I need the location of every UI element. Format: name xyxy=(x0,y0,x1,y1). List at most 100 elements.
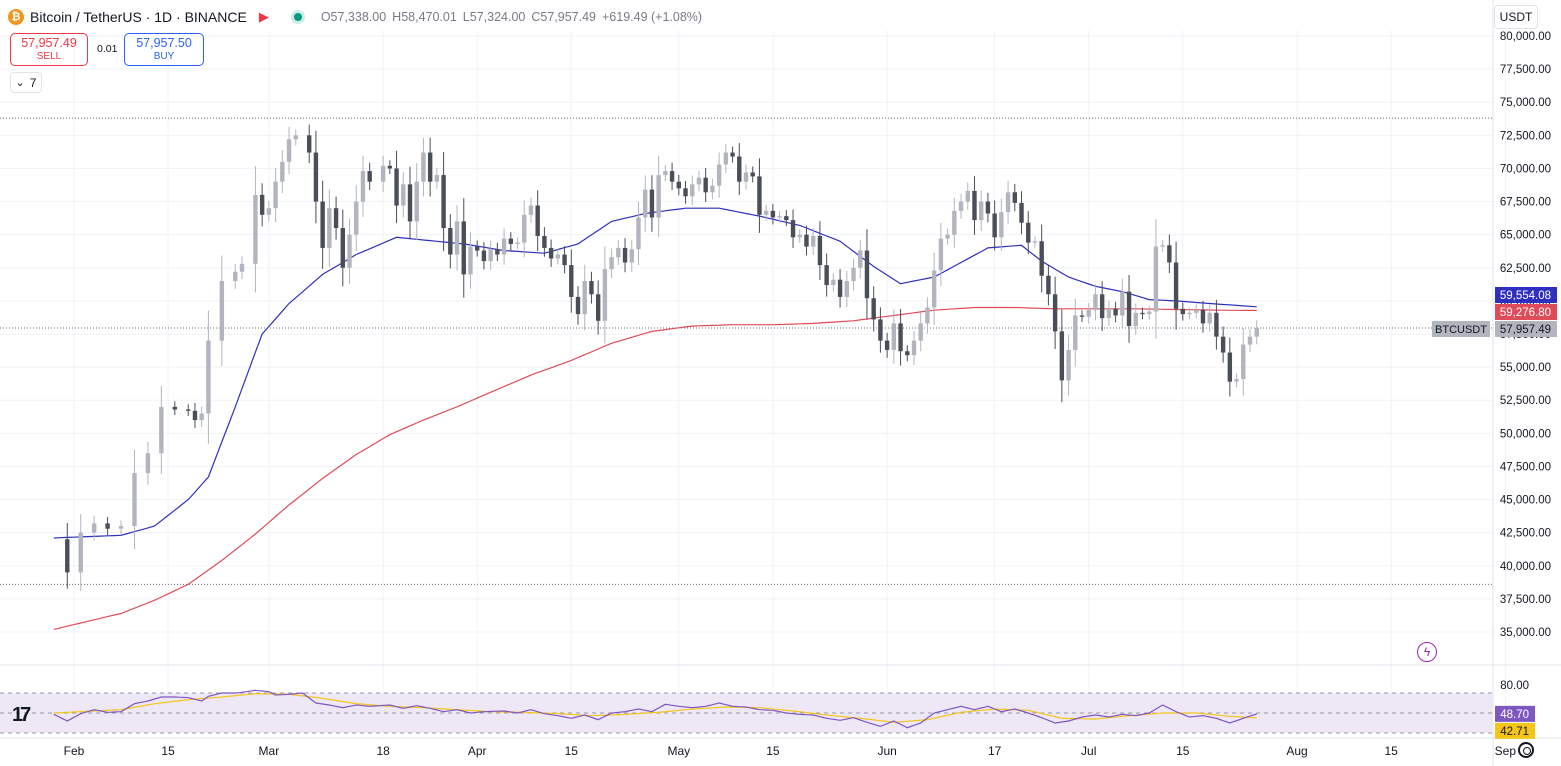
candle-body xyxy=(992,213,997,238)
change-value: +619.49 (+1.08%) xyxy=(602,10,703,24)
candle-body xyxy=(481,250,487,262)
candle-body xyxy=(616,247,621,258)
currency-selector[interactable]: USDT xyxy=(1494,5,1538,29)
candle-body xyxy=(703,177,708,193)
time-tick-label: Sep xyxy=(1495,744,1517,758)
price-tick-label: 55,000.00 xyxy=(1500,362,1551,374)
symbol-label-bg xyxy=(1432,321,1490,337)
candle-body xyxy=(562,254,567,266)
candle-body xyxy=(918,323,923,341)
candle-body xyxy=(945,234,950,239)
candle-body xyxy=(535,205,540,236)
candle-body xyxy=(528,205,534,215)
rsi-ma-line xyxy=(53,693,1257,723)
candle-body xyxy=(905,351,910,356)
candle-body xyxy=(898,323,903,352)
candle-body xyxy=(508,238,513,244)
lightning-icon[interactable]: ϟ xyxy=(1417,642,1437,662)
candle-body xyxy=(555,254,561,259)
candle-body xyxy=(380,165,386,182)
candle-body xyxy=(468,246,473,275)
candle-body xyxy=(394,168,399,206)
candle-body xyxy=(1153,246,1159,312)
time-tick-label: 18 xyxy=(376,744,390,758)
market-open-icon[interactable] xyxy=(290,10,305,24)
candle-body xyxy=(985,201,991,214)
candle-body xyxy=(387,165,393,169)
candle-body xyxy=(266,208,272,215)
time-tick-label: 15 xyxy=(565,744,579,758)
price-tick-label: 40,000.00 xyxy=(1500,561,1551,573)
candle-body xyxy=(145,453,151,474)
candle-body xyxy=(952,210,957,235)
candle-body xyxy=(864,250,870,299)
candle-body xyxy=(696,177,702,185)
candle-body xyxy=(448,228,453,255)
candle-body xyxy=(811,235,816,247)
candle-body xyxy=(307,135,312,153)
candle-body xyxy=(878,319,883,341)
candle-body xyxy=(1052,294,1058,332)
rsi-ma-label: 42.71 xyxy=(1500,726,1529,738)
candle-body xyxy=(360,171,366,202)
buy-button[interactable]: 57,957.50 BUY xyxy=(124,33,204,66)
candle-body xyxy=(495,249,500,255)
ma-short-price-label-bg xyxy=(1495,287,1557,303)
candle-body xyxy=(858,250,863,268)
candle-body xyxy=(65,539,70,573)
candle-body xyxy=(1147,311,1152,315)
candle-body xyxy=(1140,312,1145,315)
candle-body xyxy=(1247,336,1253,345)
low-key: L xyxy=(462,10,470,24)
candle-body xyxy=(367,171,372,182)
candle-body xyxy=(414,181,419,222)
price-tick-label: 62,500.00 xyxy=(1500,263,1551,275)
price-tick-label: 52,500.00 xyxy=(1500,395,1551,407)
candle-body xyxy=(1066,349,1071,381)
candle-body xyxy=(817,235,823,266)
flag-icon[interactable]: ▶ xyxy=(258,9,269,24)
candle-body xyxy=(407,184,413,222)
time-tick-label: 15 xyxy=(1384,744,1398,758)
candle-body xyxy=(1086,310,1091,317)
candle-body xyxy=(770,210,776,218)
rsi-value-label-bg xyxy=(1495,705,1535,722)
price-tick-label: 45,000.00 xyxy=(1500,495,1551,507)
price-tick-label: 35,000.00 xyxy=(1500,627,1551,639)
candle-body xyxy=(233,271,238,282)
candle-body xyxy=(253,194,258,264)
indicators-toggle-button[interactable]: ⌄ 7 xyxy=(10,72,42,93)
candle-body xyxy=(280,161,285,182)
candle-body xyxy=(676,181,681,189)
low-value: 57,324.00 xyxy=(469,10,526,24)
candle-body xyxy=(602,269,608,321)
time-tick-label: Jul xyxy=(1081,744,1096,758)
candle-body xyxy=(118,526,124,529)
rsi-ma-label-bg xyxy=(1495,722,1535,739)
candle-body xyxy=(837,279,843,297)
sell-button[interactable]: 57,957.49 SELL xyxy=(10,33,88,66)
price-tick-label: 77,500.00 xyxy=(1500,64,1551,76)
price-tick-label: 50,000.00 xyxy=(1500,428,1551,440)
ma-long-line xyxy=(53,306,1257,630)
symbol-title[interactable]: Bitcoin / TetherUS · 1D · BINANCE xyxy=(30,9,247,25)
candle-body xyxy=(690,184,695,197)
settings-gear-icon[interactable] xyxy=(1518,742,1534,758)
candle-body xyxy=(542,235,547,248)
indicator-count: 7 xyxy=(29,75,37,90)
candle-body xyxy=(1026,222,1031,243)
time-tick-label: 17 xyxy=(988,744,1002,758)
candle-body xyxy=(804,234,809,247)
candle-body xyxy=(1133,312,1138,327)
candle-body xyxy=(595,294,601,321)
candle-body xyxy=(938,238,944,271)
tradingview-logo-icon[interactable]: 17 xyxy=(12,704,31,726)
candle-body xyxy=(401,184,406,206)
high-key: H xyxy=(392,10,402,24)
candle-body xyxy=(931,270,937,308)
chevron-down-icon: ⌄ xyxy=(15,77,25,89)
candle-body xyxy=(1039,241,1044,276)
candle-body xyxy=(548,247,554,259)
rsi-line xyxy=(53,689,1257,729)
